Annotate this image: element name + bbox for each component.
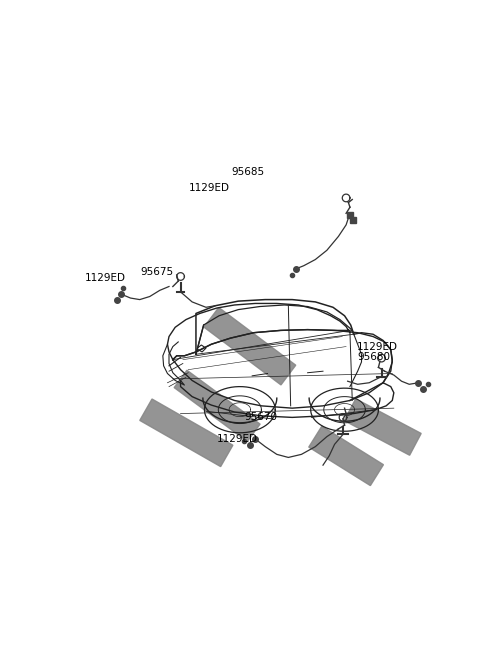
Text: 95680: 95680: [357, 352, 390, 362]
Text: 1129ED: 1129ED: [357, 342, 398, 352]
Polygon shape: [204, 307, 296, 385]
Text: 95675: 95675: [141, 267, 174, 277]
Polygon shape: [140, 399, 233, 466]
Polygon shape: [174, 370, 260, 441]
Text: 1129ED: 1129ED: [216, 434, 257, 444]
Text: 95685: 95685: [231, 167, 264, 177]
Polygon shape: [309, 426, 384, 485]
Polygon shape: [344, 399, 421, 455]
Text: 95670: 95670: [244, 411, 277, 422]
Text: 1129ED: 1129ED: [85, 273, 126, 284]
Text: 1129ED: 1129ED: [189, 183, 230, 193]
